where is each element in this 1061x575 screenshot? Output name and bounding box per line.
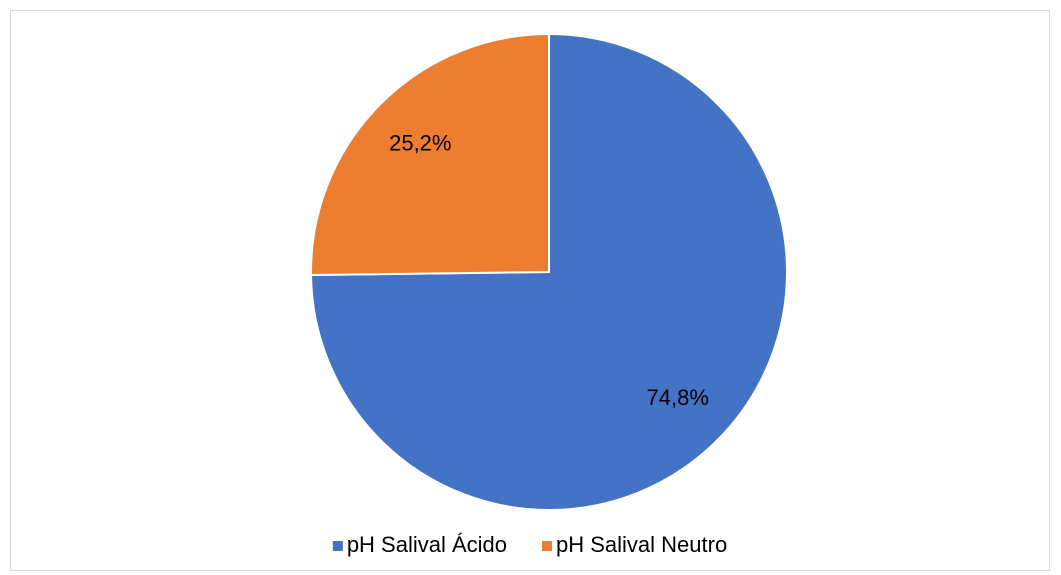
pie-slice <box>310 32 550 277</box>
data-label: 74,8% <box>647 385 709 410</box>
legend-swatch <box>332 541 343 551</box>
data-label: 25,2% <box>389 131 451 156</box>
pie-slice <box>310 32 788 511</box>
legend-label: pH Salival Ácido <box>347 532 507 557</box>
legend-swatch <box>542 541 552 551</box>
legend-label: pH Salival Neutro <box>556 532 727 557</box>
